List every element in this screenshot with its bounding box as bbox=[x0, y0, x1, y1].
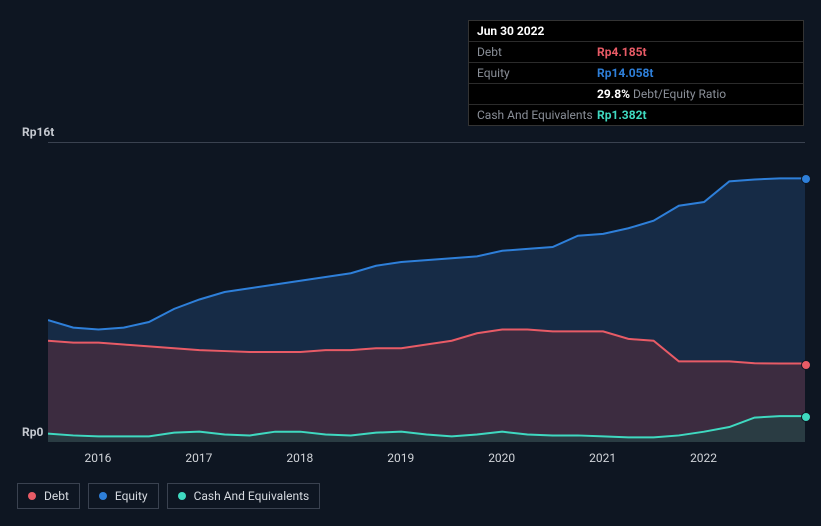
legend-item-debt[interactable]: Debt bbox=[17, 483, 80, 509]
series-end-marker bbox=[801, 174, 811, 184]
legend-label: Cash And Equivalents bbox=[194, 489, 310, 503]
tooltip-row: Cash And EquivalentsRp1.382t bbox=[469, 105, 803, 125]
chart-legend: Debt Equity Cash And Equivalents bbox=[17, 483, 320, 509]
tooltip-row-label: Debt bbox=[477, 45, 597, 59]
chart-tooltip: Jun 30 2022 DebtRp4.185tEquityRp14.058t2… bbox=[468, 20, 804, 126]
x-axis-tick-label: 2021 bbox=[589, 451, 616, 465]
legend-marker bbox=[28, 492, 36, 500]
tooltip-row-value: 29.8% Debt/Equity Ratio bbox=[597, 87, 726, 101]
x-axis-tick-label: 2017 bbox=[185, 451, 212, 465]
legend-marker bbox=[99, 492, 107, 500]
x-axis-tick-label: 2018 bbox=[286, 451, 313, 465]
legend-label: Equity bbox=[115, 489, 148, 503]
x-axis-tick-label: 2020 bbox=[488, 451, 515, 465]
x-axis-tick-label: 2022 bbox=[690, 451, 717, 465]
tooltip-row-value: Rp4.185t bbox=[597, 45, 647, 59]
y-axis-min-label: Rp0 bbox=[22, 425, 43, 439]
x-axis-tick-label: 2019 bbox=[387, 451, 414, 465]
tooltip-date: Jun 30 2022 bbox=[477, 24, 544, 38]
legend-label: Debt bbox=[44, 489, 69, 503]
area-chart bbox=[48, 142, 805, 442]
series-end-marker bbox=[801, 360, 811, 370]
series-end-marker bbox=[801, 412, 811, 422]
tooltip-row-value: Rp1.382t bbox=[597, 108, 647, 122]
tooltip-row: DebtRp4.185t bbox=[469, 42, 803, 63]
legend-item-cash-and-equivalents[interactable]: Cash And Equivalents bbox=[167, 483, 321, 509]
legend-marker bbox=[178, 492, 186, 500]
tooltip-row-label: Cash And Equivalents bbox=[477, 108, 597, 122]
legend-item-equity[interactable]: Equity bbox=[88, 483, 159, 509]
tooltip-row: EquityRp14.058t bbox=[469, 63, 803, 84]
tooltip-row-value: Rp14.058t bbox=[597, 66, 653, 80]
tooltip-row-label bbox=[477, 87, 597, 101]
x-axis-tick-label: 2016 bbox=[84, 451, 111, 465]
y-axis-max-label: Rp16t bbox=[22, 125, 54, 139]
tooltip-row: 29.8% Debt/Equity Ratio bbox=[469, 84, 803, 105]
tooltip-row-label: Equity bbox=[477, 66, 597, 80]
